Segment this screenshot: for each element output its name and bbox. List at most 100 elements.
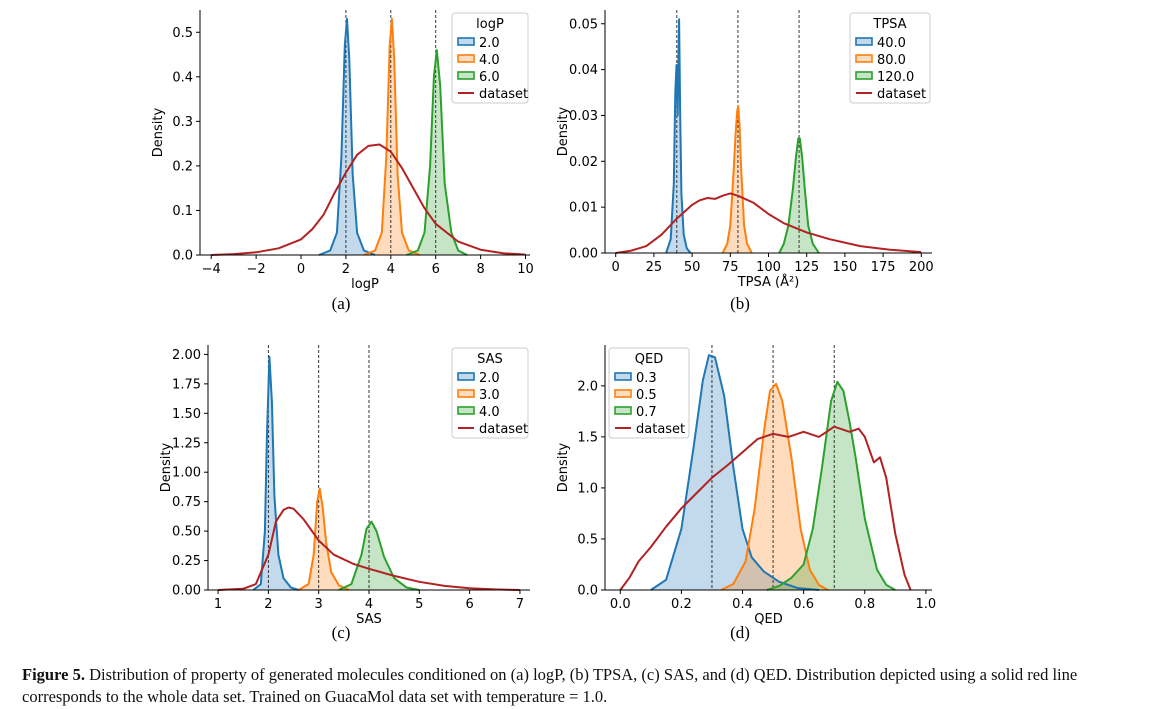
x-tick-label: −2: [247, 262, 266, 277]
y-tick-label: 2.00: [172, 348, 201, 363]
series-line-0.5: [720, 382, 829, 591]
series-fill-4.0: [338, 521, 420, 590]
x-axis-label: SAS: [356, 612, 382, 627]
y-tick-label: 0.4: [172, 70, 193, 85]
chart-2: 0 25 50 75 100 125 150 175 200 0.00 0.01 0.02 0.03 0.…: [556, 10, 934, 313]
y-tick-label: 0.5: [577, 532, 598, 547]
y-tick-label: 0.03: [569, 109, 598, 124]
series-line-dataset: [615, 192, 922, 254]
legend-entry: 2.0: [479, 371, 500, 386]
y-tick-label: 2.0: [577, 379, 598, 394]
y-tick-label: 0.00: [569, 247, 598, 262]
legend-swatch: [457, 37, 475, 46]
legend-swatch: [457, 389, 475, 398]
x-axis-label: QED: [754, 612, 782, 627]
subfigure-label: (d): [730, 623, 750, 642]
x-tick-label: 175: [871, 260, 896, 275]
series-line-40.0: [665, 18, 692, 254]
x-tick-label: 0.4: [732, 597, 753, 612]
x-tick-label: 2: [342, 262, 350, 277]
legend-entry: 80.0: [877, 53, 906, 68]
series-line-0.3: [650, 354, 819, 591]
series-fill-2.0: [319, 18, 376, 256]
x-tick-label: 25: [646, 260, 663, 275]
legend-entry: 2.0: [479, 36, 500, 51]
legend-entry: dataset: [479, 422, 528, 437]
y-tick-label: 0.01: [569, 201, 598, 216]
legend-entry: 0.3: [636, 371, 657, 386]
legend-swatch: [614, 372, 632, 381]
caption-label: Figure 5.: [22, 665, 85, 684]
series-line-120.0: [778, 137, 820, 254]
x-tick-label: 4: [365, 597, 373, 612]
x-tick-label: 10: [517, 262, 534, 277]
legend-box: [608, 347, 690, 439]
x-tick-label: 6: [465, 597, 473, 612]
chart-1: −4 −2 0 2 4 6 8 10 0.0 0.1 0.2 0.3 0.4 0.5 logP Density…: [151, 10, 534, 313]
series-fill-6.0: [406, 50, 468, 255]
legend-swatch: [614, 406, 632, 415]
x-tick-label: 150: [832, 260, 857, 275]
y-tick-label: 0.00: [172, 584, 201, 599]
series-line-dataset: [218, 506, 520, 591]
legend-entry: 0.7: [636, 405, 657, 420]
x-tick-label: 100: [756, 260, 781, 275]
legend-swatch: [855, 71, 873, 80]
legend-box: [849, 12, 931, 104]
series-line-dataset: [211, 143, 526, 256]
x-tick-label: 3: [315, 597, 323, 612]
x-tick-label: 8: [476, 262, 484, 277]
series-fill-4.0: [363, 18, 420, 256]
legend-entry: 40.0: [877, 36, 906, 51]
legend-box: [451, 12, 529, 104]
y-tick-label: 0.02: [569, 155, 598, 170]
y-tick-label: 0.04: [569, 63, 598, 78]
y-tick-label: 1.75: [172, 377, 201, 392]
caption-text: Distribution of property of generated mo…: [22, 665, 1078, 706]
y-tick-label: 0.3: [172, 115, 193, 130]
legend-swatch: [457, 54, 475, 63]
x-tick-label: 0.8: [854, 597, 875, 612]
y-tick-label: 0.50: [172, 525, 201, 540]
series-fill-40.0: [666, 19, 691, 254]
series-fill-2.0: [253, 356, 299, 590]
x-tick-label: −4: [202, 262, 221, 277]
x-tick-label: 125: [794, 260, 819, 275]
y-tick-label: 0.1: [172, 204, 193, 219]
series-line-0.7: [766, 380, 896, 591]
legend-entry: dataset: [636, 422, 685, 437]
y-tick-label: 1.25: [172, 436, 201, 451]
figure: −4 −2 0 2 4 6 8 100.00.10.20.30.40.5logPDensity…: [151, 10, 936, 642]
series-line-dataset: [619, 425, 912, 591]
y-tick-label: 0.0: [577, 584, 598, 599]
series-fill-0.7: [767, 381, 896, 590]
x-tick-label: 0: [297, 262, 305, 277]
y-axis-label: Density: [151, 107, 166, 157]
subfigure-label: (c): [332, 623, 351, 642]
series-line-4.0: [363, 17, 421, 256]
x-tick-label: 4: [387, 262, 395, 277]
legend-entry: 4.0: [479, 405, 500, 420]
legend-swatch: [614, 389, 632, 398]
chart-4: 0.0 0.2 0.4 0.6 0.8 1.0 0.0 0.5 1.0 1.5 2.0 QED Dens…: [556, 345, 936, 642]
series-fill-0.3: [650, 355, 819, 590]
subfigure-label: (a): [332, 294, 351, 313]
legend-swatch: [855, 37, 873, 46]
y-tick-label: 0.5: [172, 26, 193, 41]
series-line-2.0: [318, 17, 376, 256]
x-tick-label: 0: [612, 260, 620, 275]
legend-title: QED: [635, 352, 663, 367]
x-tick-label: 1.0: [916, 597, 937, 612]
y-tick-label: 0.75: [172, 495, 201, 510]
x-axis-label: logP: [351, 277, 379, 292]
series-fill-0.5: [721, 383, 829, 590]
legend-entry: dataset: [479, 87, 528, 102]
legend-entry: 0.5: [636, 388, 657, 403]
series-fill-80.0: [722, 106, 752, 253]
y-axis-label: Density: [556, 442, 571, 492]
y-tick-label: 1.0: [577, 481, 598, 496]
chart-3: 1 2 3 4 5 6 7 0.00 0.25 0.50 0.75 1.00 1.25 1.50 1.75 2…: [159, 345, 530, 642]
x-tick-label: 7: [516, 597, 524, 612]
y-tick-label: 0.0: [172, 249, 193, 264]
legend-box: [451, 347, 529, 439]
